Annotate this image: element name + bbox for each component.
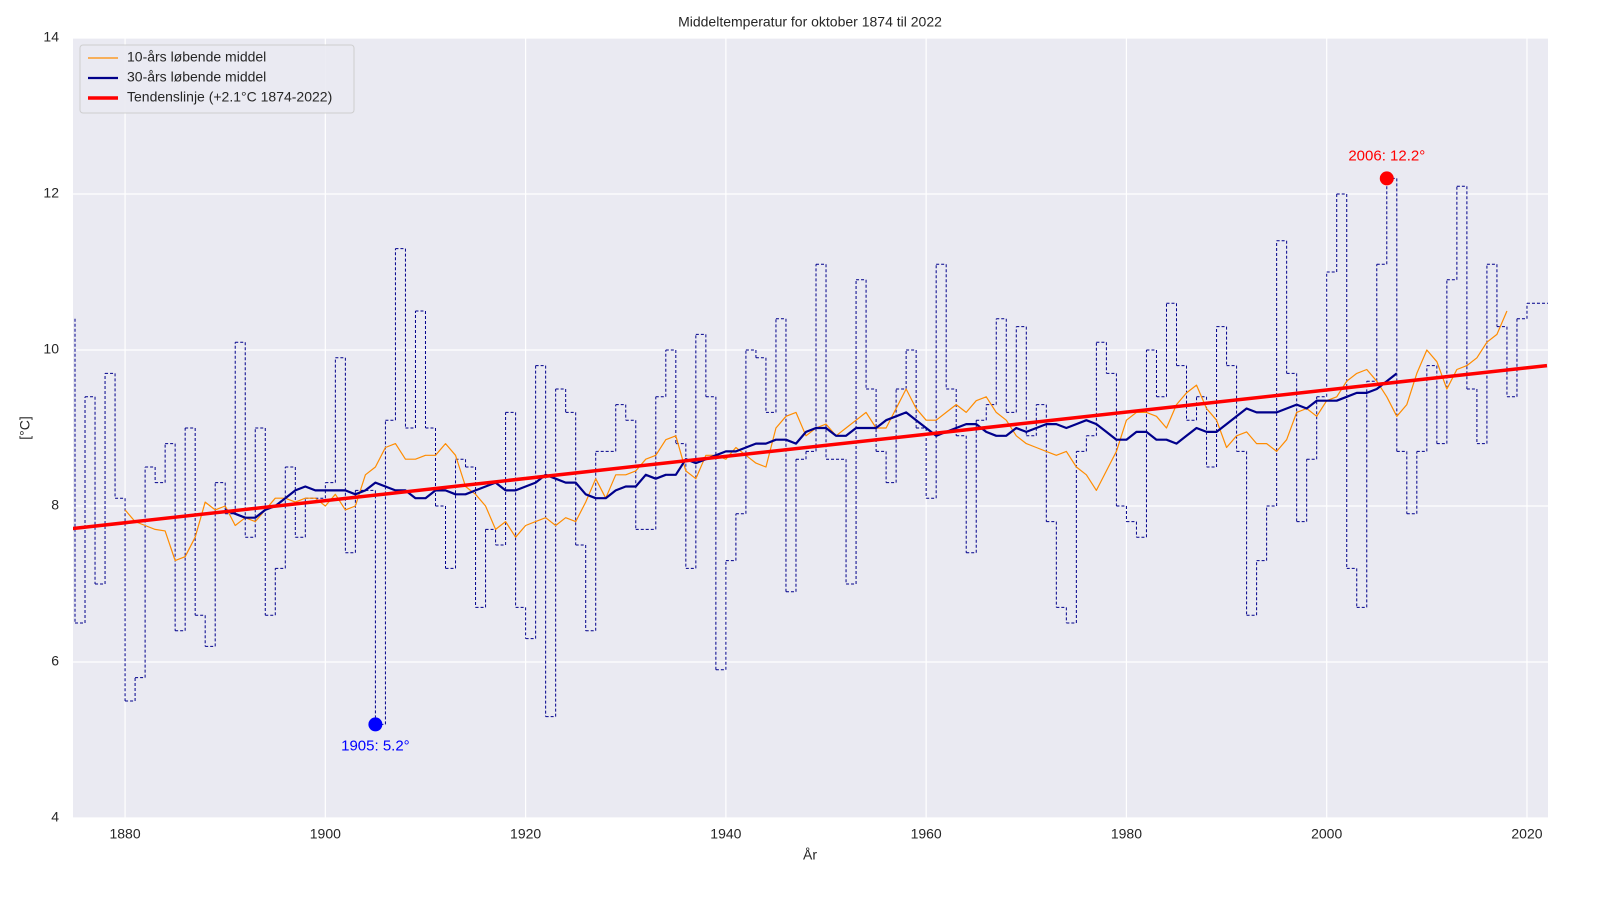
legend: 10-års løbende middel 30-års løbende midd…	[79, 44, 355, 114]
y-axis-label: [°C]	[17, 416, 33, 440]
legend-label: 10-års løbende middel	[127, 49, 266, 65]
x-tick-label: 2020	[1511, 826, 1542, 842]
annotation-point	[368, 717, 383, 732]
annotation-label: 1905: 5.2°	[341, 737, 410, 754]
series-line	[224, 372, 1398, 519]
grid	[73, 37, 1548, 819]
x-tick-label: 2000	[1311, 826, 1342, 842]
legend-box	[79, 44, 355, 114]
x-axis-label: År	[803, 847, 817, 863]
y-tick-label: 14	[43, 29, 59, 45]
plot-marks	[73, 177, 1548, 725]
legend-label: 30-års løbende middel	[127, 69, 266, 85]
x-tick-label: 1940	[710, 826, 741, 842]
axes: 1880 1900 1920 1940 1960 1980 2000 2020 4 6 8 10 12 1…	[43, 29, 1542, 842]
x-tick-label: 1920	[510, 826, 541, 842]
y-tick-label: 10	[43, 341, 59, 357]
plot-area	[73, 38, 1548, 818]
x-tick-label: 1880	[109, 826, 140, 842]
legend-label: Tendenslinje (+2.1°C 1874-2022)	[127, 89, 332, 105]
y-tick-label: 6	[51, 653, 59, 669]
series-line	[73, 363, 1548, 531]
x-tick-label: 1980	[1111, 826, 1142, 842]
x-tick-label: 1960	[911, 826, 942, 842]
y-tick-label: 8	[51, 497, 59, 513]
annotation-point	[1379, 171, 1394, 186]
y-tick-label: 12	[43, 185, 59, 201]
annotation-label: 2006: 12.2°	[1348, 147, 1425, 164]
y-tick-label: 4	[51, 809, 59, 825]
x-tick-label: 1900	[310, 826, 341, 842]
chart-title: Middeltemperatur for oktober 1874 til 20…	[678, 14, 942, 30]
